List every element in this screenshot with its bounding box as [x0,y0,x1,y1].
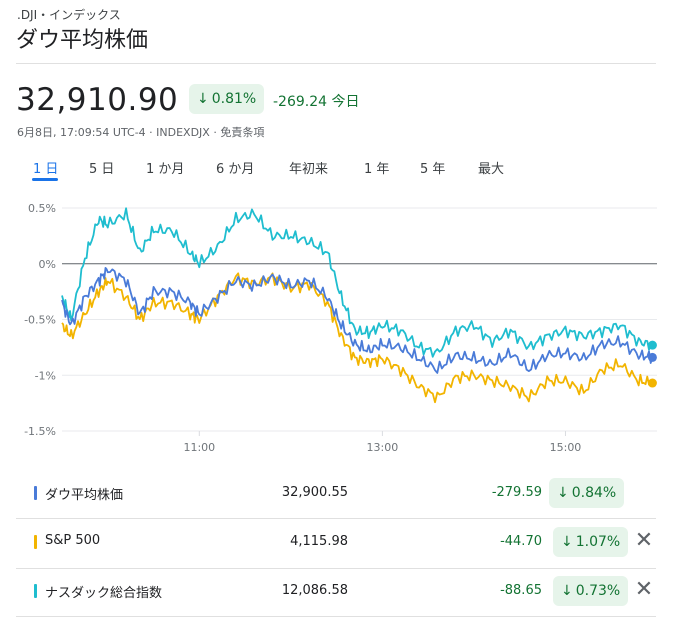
comparison-name: ナスダック総合指数 [45,586,163,601]
comparison-row-sp500[interactable]: S&P 500 4,115.98 -44.70 ↓ 1.07% ✕ [16,519,656,567]
x-tick-label: 13:00 [367,441,399,454]
divider [16,63,656,64]
current-price: 32,910.90 [16,82,179,118]
comparison-percent-badge: ↓ 1.07% [553,527,629,557]
close-icon[interactable]: ✕ [634,528,654,553]
series-line [61,272,654,404]
series-endpoint-dot [647,340,657,350]
series-endpoint-dot [647,352,657,362]
comparison-name: ダウ平均株価 [45,488,124,503]
comparison-row-dji[interactable]: ダウ平均株価 32,900.55 -279.59 ↓ 0.84% [16,470,656,518]
comparison-change: -279.59 [491,485,542,500]
arrow-down-icon: ↓ [561,534,573,550]
page-title: ダウ平均株価 [16,28,149,53]
series-endpoint-dot [647,378,657,388]
percent-change-value: 0.81% [211,91,257,107]
divider [16,518,656,519]
x-tick-label: 11:00 [183,441,215,454]
series-line [61,267,654,374]
arrow-down-icon: ↓ [561,583,573,599]
comparison-percent-badge: ↓ 0.73% [553,576,629,606]
tab-5d[interactable]: 5 日 [89,162,115,177]
comparison-value: 4,115.98 [290,534,348,549]
y-tick-label: 0% [39,258,56,271]
series-line [61,207,654,358]
comparison-change: -44.70 [500,534,542,549]
comparison-change: -88.65 [500,583,542,598]
tab-1y[interactable]: 1 年 [364,162,390,177]
percent-change-badge: ↓ 0.81% [189,84,265,114]
series-color-indicator [34,584,37,598]
series-color-indicator [34,486,37,500]
tab-1d[interactable]: 1 日 [33,162,59,177]
tab-ytd[interactable]: 年初来 [289,162,329,177]
comparison-percent-badge: ↓ 0.84% [549,478,625,508]
comparison-percent: 0.73% [575,583,621,599]
y-tick-label: -0.5% [24,314,56,327]
timestamp-meta: 6月8日, 17:09:54 UTC-4 · INDEXDJX · 免責条項 [17,126,265,139]
point-change: -269.24 今日 [273,94,360,110]
close-icon[interactable]: ✕ [634,577,654,602]
active-tab-indicator [32,178,58,181]
y-tick-label: -1% [35,369,56,382]
tab-5y[interactable]: 5 年 [420,162,446,177]
series-color-indicator [34,535,37,549]
divider [16,616,656,617]
tab-1m[interactable]: 1 か月 [146,162,185,177]
comparison-name: S&P 500 [45,533,101,548]
comparison-percent: 1.07% [575,534,621,550]
tab-6m[interactable]: 6 か月 [216,162,255,177]
tab-max[interactable]: 最大 [478,162,505,177]
symbol-label: .DJI・インデックス [17,8,121,22]
comparison-percent: 0.84% [571,485,617,501]
comparison-row-nasdaq[interactable]: ナスダック総合指数 12,086.58 -88.65 ↓ 0.73% ✕ [16,568,656,616]
comparison-value: 32,900.55 [281,485,348,500]
arrow-down-icon: ↓ [557,485,569,501]
y-tick-label: 0.5% [28,202,56,215]
arrow-down-icon: ↓ [197,91,209,107]
x-tick-label: 15:00 [550,441,582,454]
y-tick-label: -1.5% [24,425,56,438]
divider [16,568,656,569]
price-chart[interactable]: 11:00 13:00 15:00 0.5% 0% -0.5% -1% -1.5% [0,190,684,465]
comparison-value: 12,086.58 [281,583,348,598]
